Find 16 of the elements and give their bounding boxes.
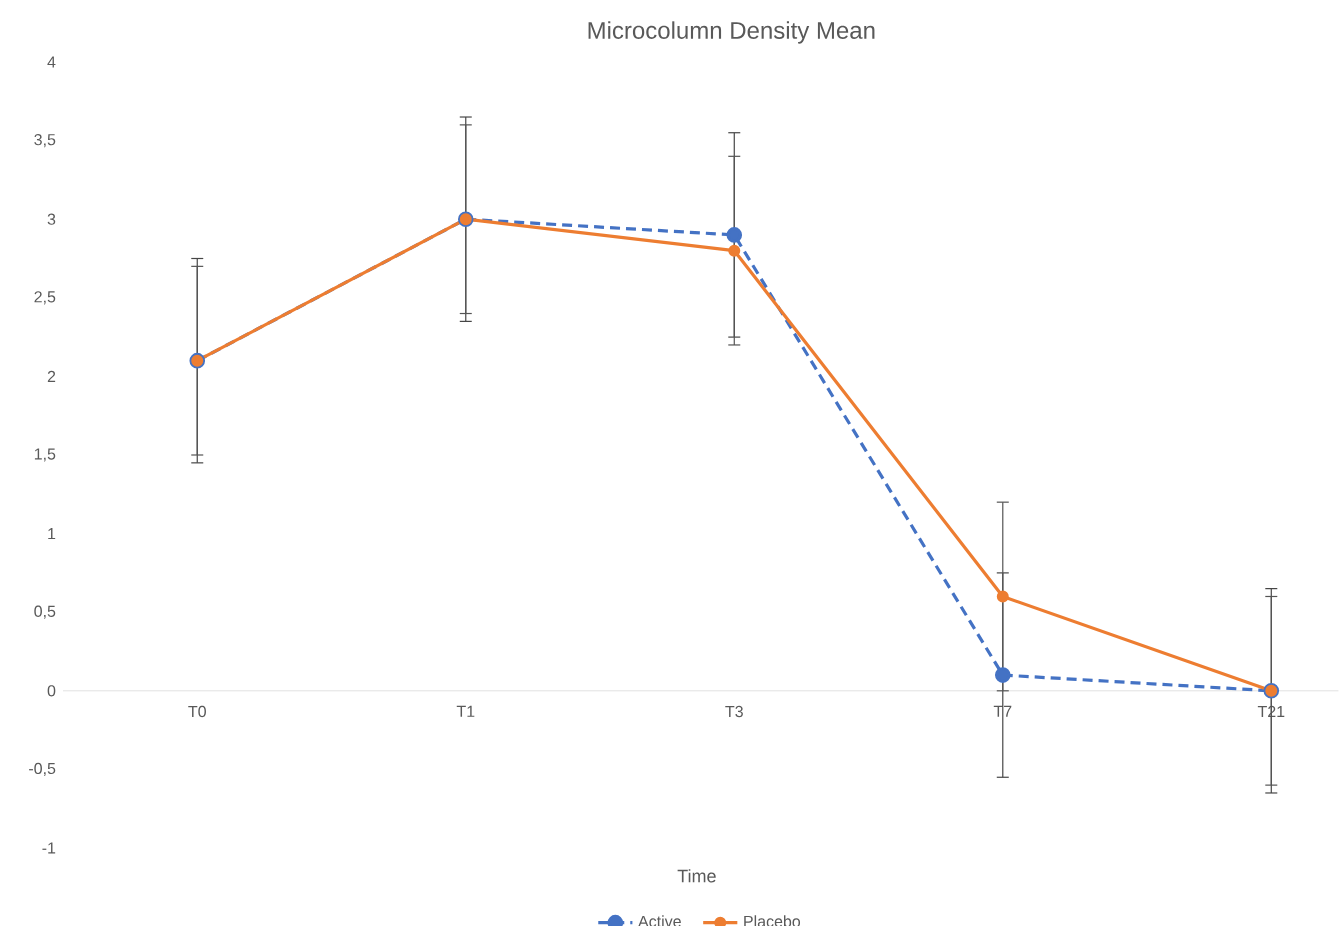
- x-axis-title: Time: [677, 869, 716, 883]
- chart-title: Microcolumn Density Mean: [588, 21, 875, 44]
- y-tick-label: -1: [42, 842, 56, 854]
- y-tick-label: 1: [48, 528, 56, 540]
- y-tick-label: 1,5: [34, 448, 56, 462]
- y-tick-label: 2: [47, 370, 56, 382]
- x-tick-label: T3: [725, 705, 743, 718]
- y-tick-label: 3: [47, 213, 56, 225]
- y-tick-label: 4: [47, 56, 56, 68]
- y-tick-label: 2,5: [34, 291, 56, 305]
- y-tick-label: 0: [47, 685, 56, 697]
- y-tick-label: 0,5: [34, 605, 56, 619]
- x-tick-label: T1: [456, 705, 475, 717]
- y-tick-label: -0,5: [29, 762, 56, 776]
- y-tick-label: 3,5: [34, 133, 56, 148]
- x-tick-label: T0: [188, 705, 206, 718]
